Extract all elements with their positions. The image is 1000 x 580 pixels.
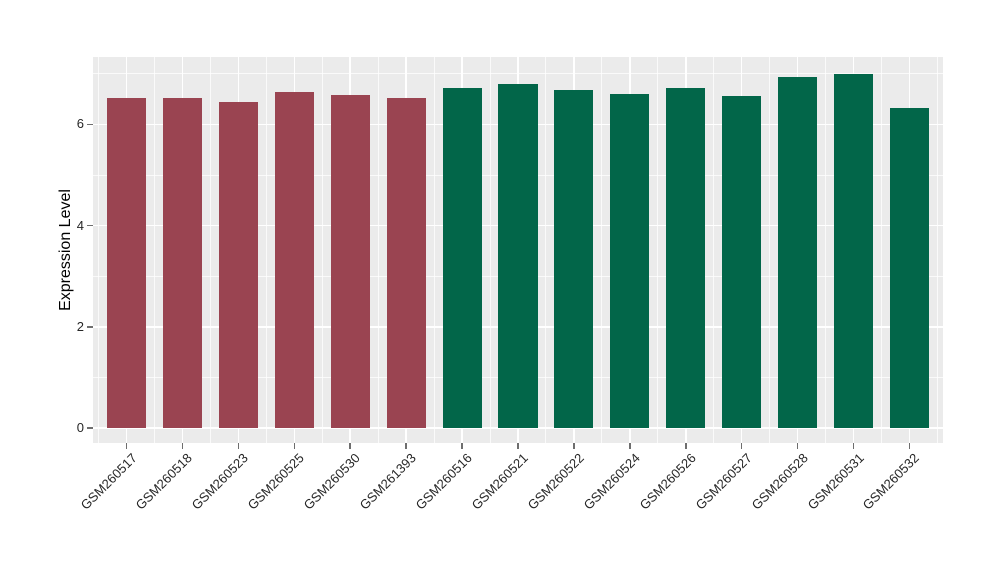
y-tick-mark	[87, 427, 93, 429]
bar-GSM260532	[889, 108, 930, 428]
gridline-v-minor	[209, 57, 211, 443]
x-tick-label-GSM260532: GSM260532	[860, 450, 923, 513]
x-tick-label-GSM260516: GSM260516	[412, 450, 475, 513]
y-tick-label: 4	[76, 217, 84, 233]
x-tick-mark	[349, 443, 351, 449]
y-tick-label: 0	[76, 420, 84, 435]
x-tick-label-GSM260526: GSM260526	[636, 450, 699, 513]
gridline-v-minor	[769, 57, 771, 443]
gridline-v-minor	[321, 57, 323, 443]
x-tick-mark	[405, 443, 407, 449]
bar-GSM260523	[218, 102, 258, 428]
x-tick-mark	[517, 443, 519, 449]
x-tick-mark	[908, 443, 911, 449]
gridline-v-minor	[713, 57, 715, 443]
gridline-v-minor	[936, 57, 938, 443]
x-tick-mark	[125, 443, 128, 449]
x-tick-label-GSM261393: GSM261393	[356, 450, 420, 513]
y-tick-mark	[87, 224, 93, 227]
x-tick-label-GSM260517: GSM260517	[77, 450, 140, 513]
bar-GSM260525	[274, 91, 314, 428]
x-tick-label-GSM260521: GSM260521	[468, 450, 531, 513]
x-tick-label-GSM260523: GSM260523	[189, 450, 252, 513]
bar-GSM260526	[666, 88, 706, 428]
y-axis-title: Expression Level	[57, 189, 74, 311]
x-tick-label-GSM260531: GSM260531	[804, 450, 867, 513]
bar-GSM260524	[610, 93, 650, 428]
gridline-v-minor	[154, 57, 155, 443]
gridline-v-minor	[601, 57, 603, 443]
x-tick-mark	[573, 443, 575, 449]
bar-GSM260521	[498, 84, 538, 428]
bar-GSM260518	[162, 98, 203, 428]
y-tick-label: 6	[76, 116, 84, 132]
x-tick-mark	[740, 443, 743, 449]
x-tick-mark	[629, 443, 631, 449]
x-tick-mark	[796, 443, 799, 449]
bar-GSM260516	[442, 87, 482, 428]
bar-GSM260530	[330, 94, 370, 428]
gridline-v-minor	[657, 57, 659, 443]
x-tick-mark	[685, 443, 687, 449]
gridline-v-minor	[880, 57, 882, 443]
gridline-v-minor	[377, 57, 379, 443]
bar-GSM260522	[554, 90, 594, 428]
bar-GSM260517	[106, 98, 147, 428]
x-tick-label-GSM260525: GSM260525	[244, 450, 308, 513]
x-tick-mark	[852, 443, 855, 449]
gridline-v-minor	[489, 57, 491, 443]
x-tick-mark	[461, 443, 463, 449]
x-tick-label-GSM260518: GSM260518	[133, 450, 196, 513]
gridline-v-minor	[545, 57, 547, 443]
y-tick-mark	[87, 123, 93, 126]
bar-GSM260527	[722, 95, 762, 428]
x-tick-mark	[181, 443, 184, 449]
x-tick-label-GSM260524: GSM260524	[580, 450, 643, 513]
gridline-v-minor	[265, 57, 267, 443]
gridline-v-minor	[825, 57, 827, 443]
y-tick-mark	[87, 326, 93, 328]
x-tick-mark	[237, 443, 240, 449]
gridline-v-minor	[98, 57, 100, 443]
x-tick-label-GSM260522: GSM260522	[524, 450, 587, 513]
plot-panel	[93, 57, 943, 443]
bar-GSM260531	[833, 74, 874, 428]
x-tick-label-GSM260530: GSM260530	[300, 450, 364, 513]
bar-GSM261393	[386, 98, 426, 428]
y-tick-label: 2	[76, 318, 84, 334]
bar-GSM260528	[778, 77, 818, 428]
x-tick-mark	[293, 443, 296, 449]
x-tick-label-GSM260527: GSM260527	[692, 450, 755, 513]
x-tick-label-GSM260528: GSM260528	[748, 450, 811, 513]
gridline-v-minor	[433, 57, 435, 443]
